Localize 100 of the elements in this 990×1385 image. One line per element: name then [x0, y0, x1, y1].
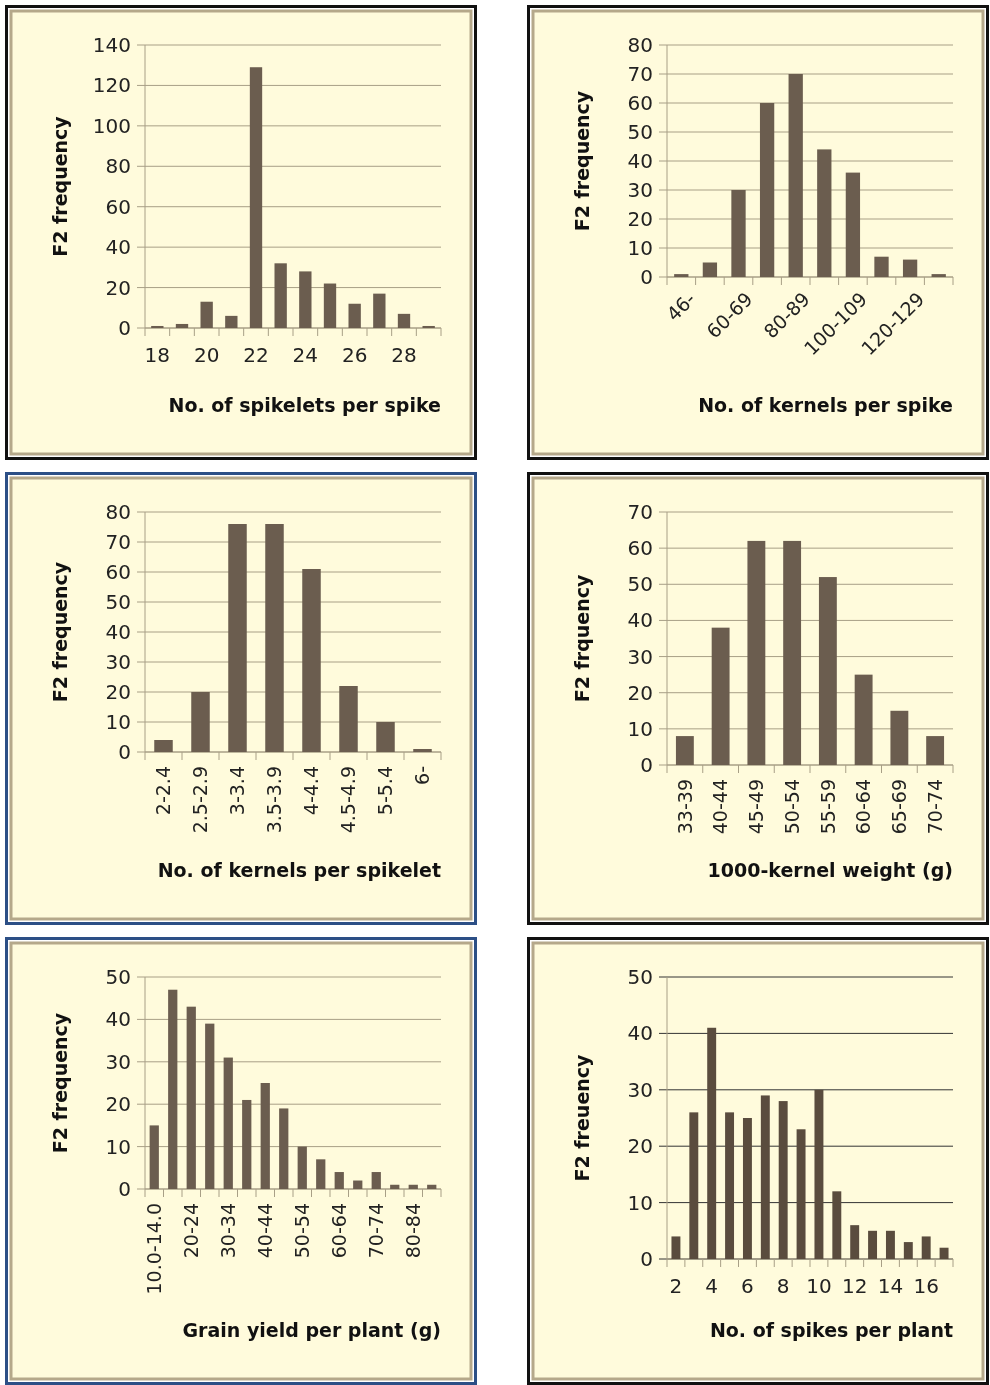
y-axis-title: F2 freuency [571, 1053, 593, 1182]
y-tick-label: 0 [640, 1247, 653, 1271]
y-tick-label: 20 [627, 680, 653, 705]
x-tick-label: 28 [391, 343, 417, 367]
bar [731, 190, 746, 277]
bar [422, 325, 435, 328]
y-tick-label: 0 [640, 265, 653, 289]
y-tick-label: 20 [105, 680, 131, 704]
bar [200, 301, 213, 328]
bar [742, 1118, 752, 1259]
y-axis-title: F2 frequency [571, 90, 593, 232]
bar [760, 1095, 770, 1259]
x-tick-label: 2 [669, 1274, 683, 1298]
y-tick-label: 50 [105, 590, 131, 614]
y-tick-label: 10 [105, 710, 131, 734]
bar [242, 1099, 252, 1189]
bar [323, 283, 337, 328]
bar [675, 736, 694, 765]
x-tick-label: 3-3.4 [226, 766, 249, 816]
x-tick-label: 50-54 [780, 779, 803, 835]
bar [921, 1236, 931, 1259]
x-tick-label: 3.5-3.9 [263, 766, 286, 834]
bar [175, 323, 189, 328]
bar [845, 172, 861, 277]
bar [931, 274, 946, 277]
y-axis-title: F2 frequency [49, 115, 71, 257]
bar [689, 1112, 699, 1259]
y-tick-label: 40 [105, 620, 131, 644]
bar [205, 1023, 215, 1189]
y-tick-label: 100 [92, 113, 131, 138]
bar [168, 989, 178, 1189]
bar [817, 149, 832, 277]
bar [151, 325, 164, 328]
y-tick-label: 0 [640, 753, 653, 777]
bar [371, 1172, 381, 1189]
bar [299, 271, 312, 328]
y-tick-label: 40 [627, 608, 653, 633]
y-tick-label: 60 [627, 91, 653, 115]
x-tick-label: 40-44 [253, 1203, 276, 1259]
bar [788, 74, 803, 277]
bar [225, 315, 238, 328]
bar [796, 1129, 806, 1259]
x-axis-title: Grain yield per plant (g) [182, 1319, 441, 1341]
x-tick-label: 14 [877, 1274, 904, 1298]
bar [902, 259, 918, 277]
bar [885, 1230, 895, 1259]
bar [903, 1242, 913, 1259]
y-tick-label: 30 [627, 644, 653, 669]
y-axis-title: F2 frequency [49, 1012, 71, 1154]
bar [427, 1184, 437, 1189]
x-tick-label: 55-59 [816, 779, 839, 835]
bar [302, 569, 321, 752]
y-tick-label: 10 [627, 716, 653, 741]
x-tick-label: 22 [243, 343, 269, 367]
y-tick-label: 30 [105, 1049, 131, 1074]
bar [353, 1180, 363, 1189]
bar [316, 1159, 326, 1189]
x-axis-title: No. of spikes per plant [709, 1319, 953, 1341]
y-tick-label: 50 [627, 572, 653, 597]
x-tick-label: 2.5-2.9 [189, 766, 212, 834]
x-tick-label: 8 [776, 1274, 790, 1298]
x-tick-label: 46- [662, 287, 700, 326]
y-tick-label: 0 [118, 1177, 131, 1201]
y-tick-label: 0 [118, 316, 131, 340]
bar [265, 524, 284, 752]
x-tick-label: 80-84 [401, 1203, 424, 1259]
x-axis-title: No. of kernels per spike [698, 394, 953, 416]
x-tick-label: 4 [705, 1274, 719, 1298]
x-tick-label: 4.5-4.9 [337, 766, 360, 834]
x-tick-label: 40-44 [709, 779, 732, 835]
x-tick-label: 33-39 [673, 779, 696, 835]
y-tick-label: 70 [627, 62, 653, 86]
bar [274, 263, 287, 328]
x-tick-label: 26 [341, 343, 368, 367]
y-tick-label: 80 [105, 500, 131, 524]
bar [890, 710, 909, 765]
y-tick-label: 30 [627, 178, 653, 202]
bar [868, 1230, 878, 1259]
x-tick-label: 45-49 [745, 779, 768, 835]
x-tick-label: 4-4.4 [300, 766, 323, 816]
x-axis-title: No. of spikelets per spike [168, 394, 441, 416]
bar [926, 736, 945, 765]
bar [671, 1236, 681, 1259]
y-tick-label: 40 [105, 1007, 131, 1032]
x-tick-label: 6- [411, 766, 434, 785]
bar [154, 740, 173, 752]
y-tick-label: 80 [105, 154, 131, 179]
y-tick-label: 40 [627, 149, 653, 173]
x-tick-label: 10.0-14.0 [142, 1203, 165, 1295]
bar [711, 627, 730, 765]
y-tick-label: 0 [118, 740, 131, 764]
y-tick-label: 140 [92, 33, 131, 57]
y-tick-label: 40 [105, 235, 131, 260]
bar [939, 1247, 949, 1259]
y-tick-label: 50 [627, 965, 653, 989]
x-axis-title: No. of kernels per spikelet [157, 859, 441, 881]
bar [818, 577, 837, 765]
x-tick-label: 2-2.4 [152, 766, 175, 816]
bar [850, 1225, 860, 1259]
bar [397, 313, 411, 328]
